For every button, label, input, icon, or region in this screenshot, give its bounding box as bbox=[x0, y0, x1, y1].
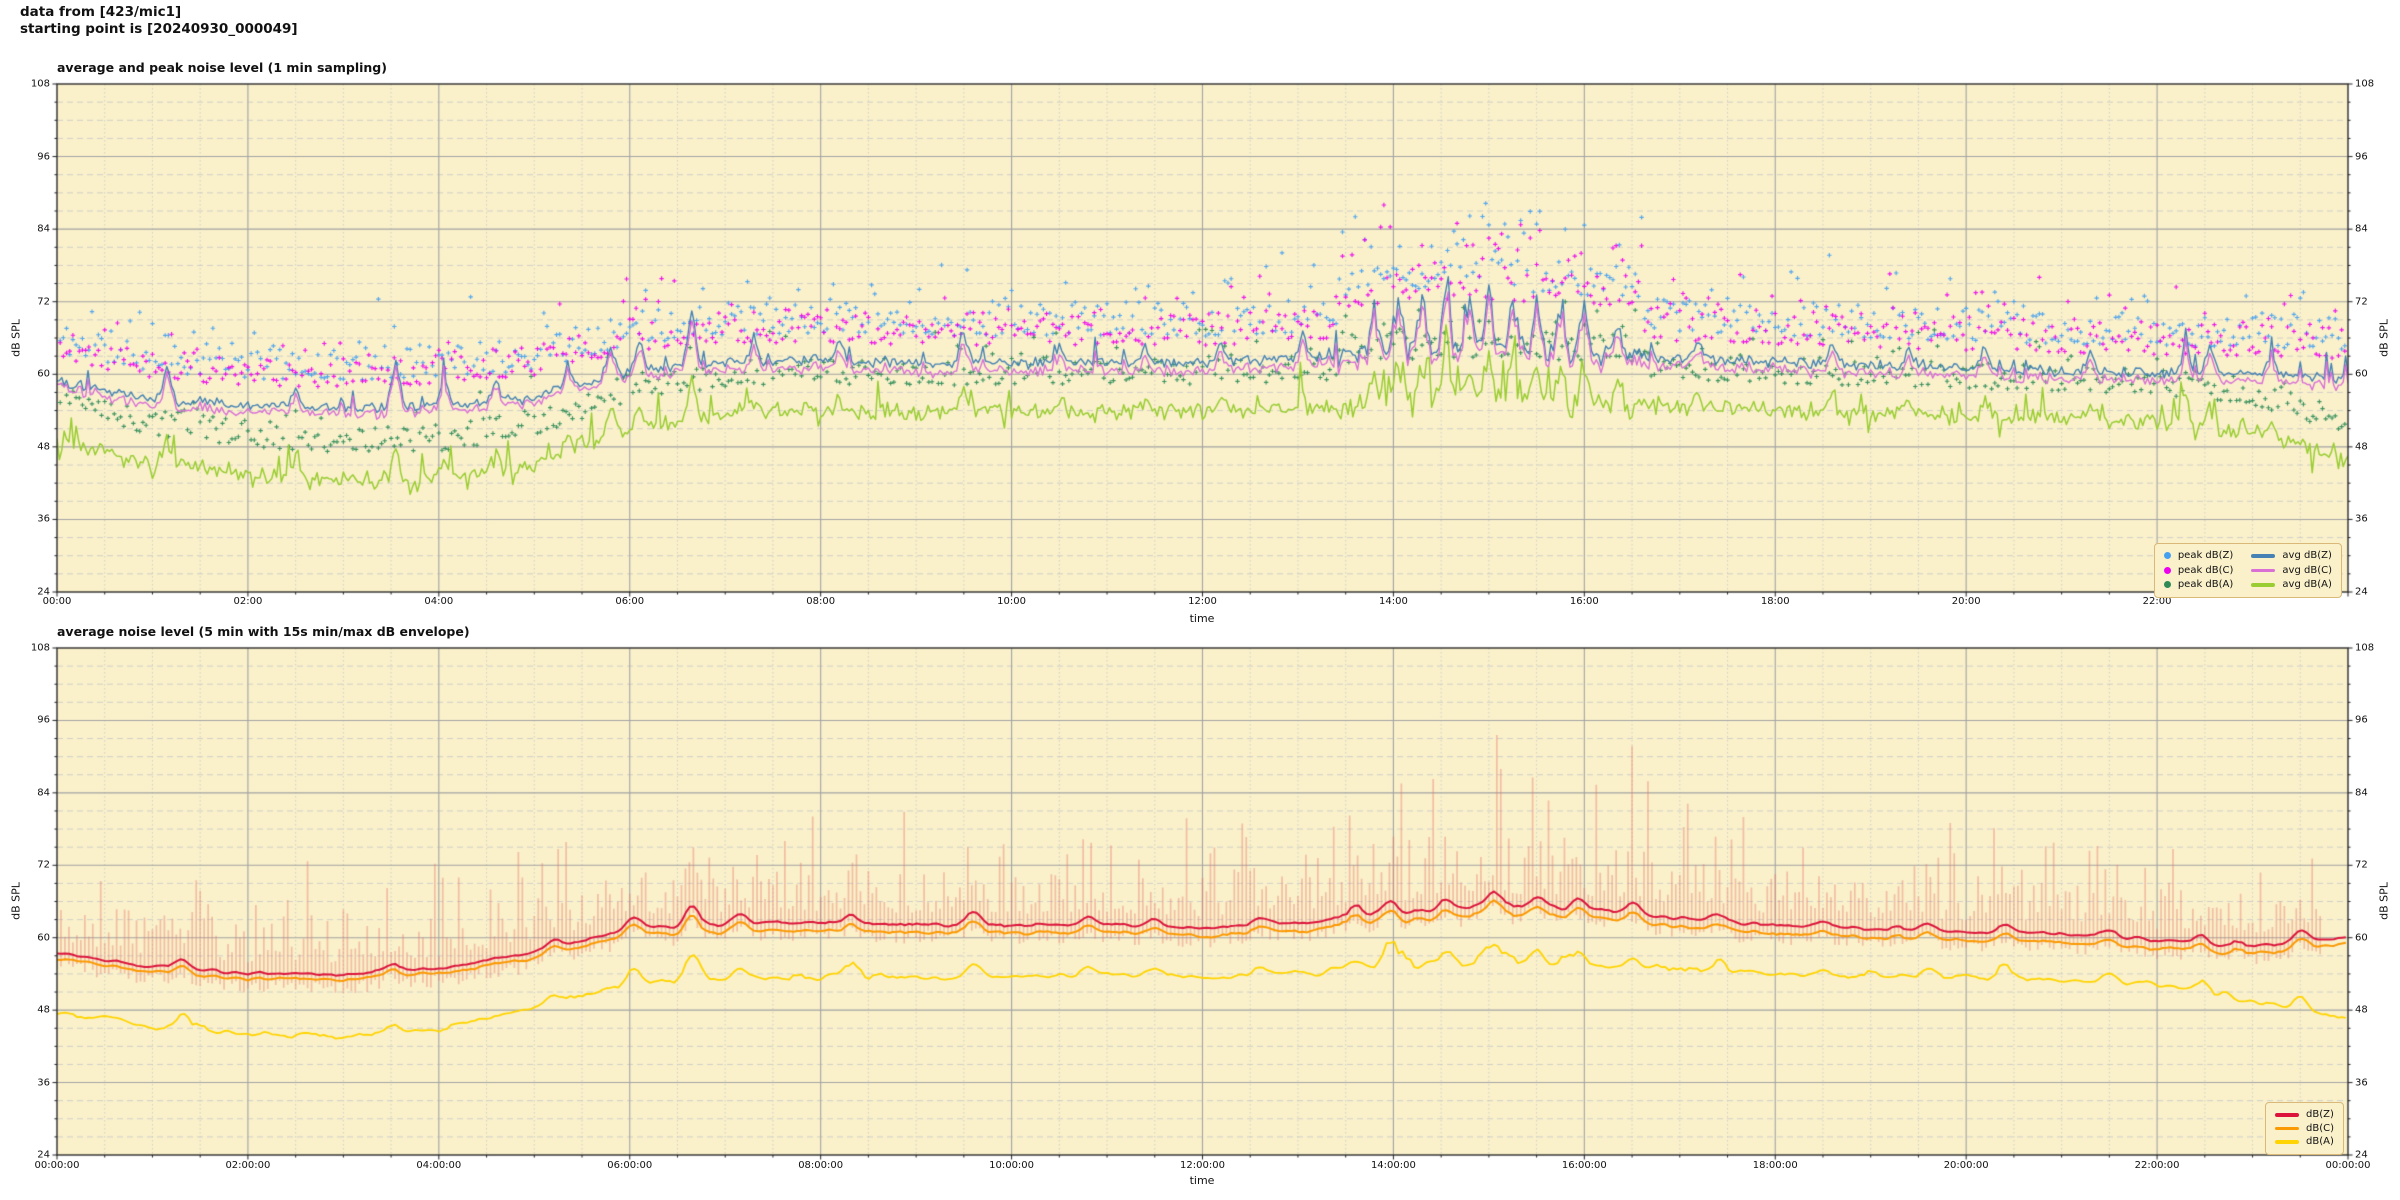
plot1-title: average and peak noise level (1 min samp… bbox=[57, 60, 387, 75]
legend-label: peak dB(C) bbox=[2177, 564, 2234, 576]
legend-item-dbz: dB(Z) bbox=[2275, 1108, 2334, 1122]
p2-x-tick-label: 00:00:00 bbox=[2325, 1160, 2371, 1171]
p1-y-tick-label-right: 60 bbox=[2355, 368, 2368, 380]
p2-y-tick-label-right: 108 bbox=[2355, 642, 2375, 654]
p2-y-tick-label-right: 36 bbox=[2355, 1077, 2368, 1089]
p1-x-tick-label: 10:00 bbox=[997, 596, 1026, 607]
legend-label: avg dB(Z) bbox=[2282, 550, 2332, 562]
avg-dba-line-icon bbox=[2251, 583, 2276, 587]
plot2-ylabel-right: dB SPL bbox=[2377, 882, 2391, 920]
peak-dbc-marker-icon bbox=[2163, 566, 2171, 574]
p1-x-tick-label: 02:00 bbox=[233, 596, 263, 607]
p2-y-tick-label-right: 48 bbox=[2355, 1004, 2368, 1016]
p2-x-tick-label: 02:00:00 bbox=[225, 1160, 271, 1171]
p2-x-tick-label: 06:00:00 bbox=[607, 1160, 653, 1171]
p1-x-tick-label: 16:00 bbox=[1569, 596, 1599, 607]
p1-y-tick-label-left: 84 bbox=[37, 223, 50, 235]
avg-dbz-line-icon bbox=[2251, 554, 2276, 558]
peak-dba-marker-icon bbox=[2163, 581, 2171, 589]
p2-x-tick-label: 12:00:00 bbox=[1180, 1160, 1225, 1171]
p2-x-tick-label: 04:00:00 bbox=[416, 1160, 462, 1171]
p1-y-tick-label-right: 24 bbox=[2355, 586, 2368, 598]
legend-item-peak-dbz: peak dB(Z) bbox=[2163, 549, 2234, 563]
p2-y-tick-label-right: 60 bbox=[2355, 932, 2368, 944]
p1-y-tick-label-right: 72 bbox=[2355, 296, 2368, 308]
p1-y-tick-label-right: 108 bbox=[2355, 78, 2375, 90]
p2-x-tick-label: 16:00:00 bbox=[1561, 1160, 1607, 1171]
p1-y-tick-label-right: 36 bbox=[2355, 513, 2368, 525]
p2-x-tick-label: 08:00:00 bbox=[798, 1160, 844, 1171]
p1-y-tick-label-right: 96 bbox=[2355, 151, 2368, 163]
legend-item-avg-dbz: avg dB(Z) bbox=[2251, 549, 2332, 563]
p1-y-tick-label-left: 24 bbox=[37, 586, 50, 598]
p1-y-tick-label-left: 48 bbox=[37, 441, 50, 453]
p2-y-tick-label-left: 72 bbox=[37, 859, 50, 871]
legend-label: peak dB(A) bbox=[2177, 579, 2234, 591]
p1-x-tick-label: 20:00 bbox=[1951, 596, 1981, 607]
plot1-legend: peak dB(Z) peak dB(C) peak dB(A) avg dB(… bbox=[2153, 543, 2342, 598]
p2-x-tick-label: 18:00:00 bbox=[1752, 1160, 1798, 1171]
p2-y-tick-label-left: 96 bbox=[37, 714, 50, 726]
p2-x-tick-label: 00:00:00 bbox=[34, 1160, 80, 1171]
p2-y-tick-label-left: 48 bbox=[37, 1004, 50, 1016]
plot2-xlabel: time bbox=[1189, 1174, 1215, 1187]
p2-y-tick-label-left: 84 bbox=[37, 787, 50, 799]
legend-item-peak-dba: peak dB(A) bbox=[2163, 578, 2234, 592]
p2-y-tick-label-left: 36 bbox=[37, 1077, 50, 1089]
p2-y-tick-label-right: 24 bbox=[2355, 1149, 2368, 1161]
dba-line-icon bbox=[2275, 1140, 2299, 1144]
dbc-line-icon bbox=[2275, 1126, 2299, 1130]
plot2-title: average noise level (5 min with 15s min/… bbox=[57, 624, 470, 639]
p2-y-tick-label-left: 108 bbox=[30, 642, 50, 654]
p2-y-tick-label-left: 24 bbox=[37, 1149, 50, 1161]
p2-y-tick-label-right: 96 bbox=[2355, 714, 2368, 726]
p2-x-tick-label: 14:00:00 bbox=[1370, 1160, 1416, 1171]
p1-y-tick-label-right: 84 bbox=[2355, 223, 2368, 235]
plot1-ylabel-left: dB SPL bbox=[9, 319, 23, 357]
header-line-1: data from [423/mic1] bbox=[20, 4, 182, 20]
p1-x-tick-label: 12:00 bbox=[1188, 596, 1217, 607]
p1-y-tick-label-left: 96 bbox=[37, 151, 50, 163]
p1-x-tick-label: 06:00 bbox=[615, 596, 645, 607]
p2-y-tick-label-left: 60 bbox=[37, 932, 50, 944]
p1-x-tick-label: 04:00 bbox=[424, 596, 454, 607]
legend-item-avg-dba: avg dB(A) bbox=[2251, 578, 2332, 592]
p1-x-tick-label: 00:00 bbox=[42, 596, 72, 607]
plot1-ylabel-right: dB SPL bbox=[2377, 319, 2391, 357]
p2-y-tick-label-right: 72 bbox=[2355, 859, 2368, 871]
p1-y-tick-label-left: 36 bbox=[37, 513, 50, 525]
p2-y-tick-label-right: 84 bbox=[2355, 787, 2368, 799]
legend-item-dbc: dB(C) bbox=[2275, 1122, 2334, 1136]
p1-x-tick-label: 14:00 bbox=[1378, 596, 1408, 607]
legend-label: peak dB(Z) bbox=[2177, 550, 2234, 562]
p1-y-tick-label-left: 108 bbox=[30, 78, 50, 90]
dbz-line-icon bbox=[2275, 1113, 2299, 1117]
p2-x-tick-label: 20:00:00 bbox=[1943, 1160, 1989, 1171]
p1-x-tick-label: 08:00 bbox=[806, 596, 836, 607]
legend-label: avg dB(A) bbox=[2282, 579, 2332, 591]
p2-x-tick-label: 22:00:00 bbox=[2134, 1160, 2180, 1171]
legend-item-peak-dbc: peak dB(C) bbox=[2163, 564, 2234, 578]
p2-x-tick-label: 10:00:00 bbox=[989, 1160, 1035, 1171]
plot2-ylabel-left: dB SPL bbox=[9, 882, 23, 920]
legend-label: dB(A) bbox=[2306, 1136, 2334, 1148]
legend-label: dB(Z) bbox=[2306, 1109, 2334, 1121]
p1-y-tick-label-left: 60 bbox=[37, 368, 50, 380]
legend-item-dba: dB(A) bbox=[2275, 1135, 2334, 1149]
avg-dbc-line-icon bbox=[2251, 568, 2276, 572]
legend-label: avg dB(C) bbox=[2282, 564, 2332, 576]
plot2-legend: dB(Z) dB(C) dB(A) bbox=[2265, 1102, 2344, 1155]
peak-dbz-marker-icon bbox=[2163, 552, 2171, 560]
p1-x-tick-label: 22:00 bbox=[2142, 596, 2172, 607]
legend-label: dB(C) bbox=[2306, 1122, 2334, 1134]
header-line-2: starting point is [20240930_000049] bbox=[20, 21, 298, 37]
p1-y-tick-label-right: 48 bbox=[2355, 441, 2368, 453]
p1-x-tick-label: 18:00 bbox=[1760, 596, 1790, 607]
plot1-xlabel: time bbox=[1189, 612, 1215, 625]
p1-y-tick-label-left: 72 bbox=[37, 296, 50, 308]
legend-item-avg-dbc: avg dB(C) bbox=[2251, 564, 2332, 578]
